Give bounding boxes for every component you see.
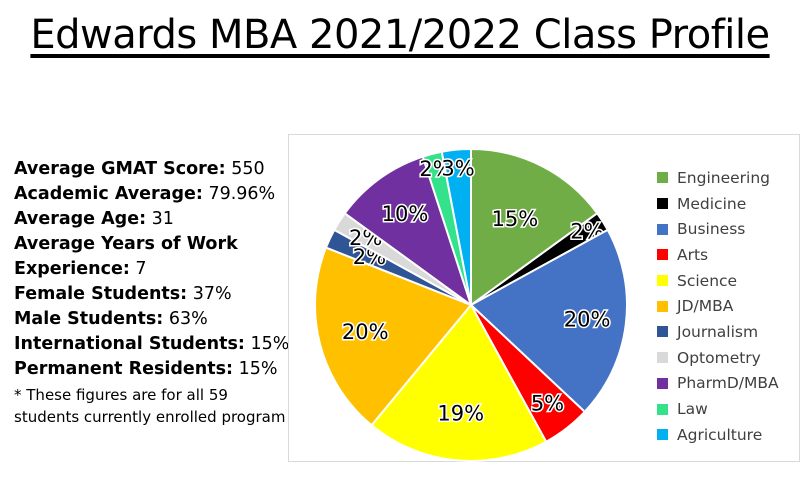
legend-item: Journalism [657,319,779,345]
legend-label: Agriculture [677,425,763,444]
pie-slice-jd-mba [314,246,473,427]
stat-academic-average: Academic Average: 79.96% [14,182,294,207]
pie-slice-business [469,228,628,414]
slice-label: 10% [382,202,429,226]
slice-label: 19% [437,402,484,426]
stat-gmat: Average GMAT Score: 550 [14,157,294,182]
legend-swatch [657,275,668,287]
stat-value: 37% [192,284,232,304]
legend-item: PharmD/MBA [657,371,779,397]
footnote: * These figures are for all 59 students … [14,386,286,426]
stat-label: Permanent Residents: [14,359,234,379]
stat-label: Average Years of Work Experience: [14,234,238,279]
slice-label: 5% [531,392,564,416]
legend-label: Medicine [677,194,747,213]
slice-label: 20% [564,308,611,332]
chart-legend: Engineering Medicine Business Arts Science JD… [657,165,779,448]
page-title: Edwards MBA 2021/2022 Class Profile [30,12,770,58]
legend-item: Law [657,396,779,422]
stat-international: International Students: 15% [14,332,294,357]
legend-label: Science [677,271,738,290]
legend-item: Arts [657,242,779,268]
legend-label: Law [677,400,708,419]
stat-value: 550 [231,159,265,179]
pie-slice-agriculture [440,147,472,306]
stat-label: International Students: [14,334,245,354]
legend-item: Engineering [657,165,779,191]
legend-label: PharmD/MBA [677,374,779,393]
stat-value: 15% [250,334,290,354]
legend-swatch [657,403,668,415]
slice-label: 15% [492,207,539,231]
legend-label: Journalism [677,322,759,341]
legend-swatch [657,300,668,312]
stat-value: 7 [135,259,147,279]
pie-slice-science [370,303,548,462]
stat-label: Average Age: [14,209,147,229]
stat-value: 79.96% [208,184,276,204]
slice-label: 20% [342,320,389,344]
class-stats: Average GMAT Score: 550 Academic Average… [14,157,294,428]
legend-item: Optometry [657,345,779,371]
legend-swatch [657,223,668,235]
legend-swatch [657,326,668,338]
slice-label: 3% [441,156,474,180]
stat-female: Female Students: 37% [14,282,294,307]
legend-item: Agriculture [657,422,779,448]
legend-swatch [657,172,668,184]
stat-label: Male Students: [14,309,164,329]
legend-label: Business [677,220,746,239]
legend-label: Arts [677,245,709,264]
legend-swatch [657,377,668,389]
pie-chart: 15%2%20%5%19%20%2%2%10%2%3% [314,147,628,462]
stat-label: Average GMAT Score: [14,159,226,179]
legend-swatch [657,352,668,364]
legend-label: JD/MBA [677,297,734,316]
legend-item: JD/MBA [657,293,779,319]
legend-item: Medicine [657,191,779,217]
stat-label: Female Students: [14,284,188,304]
legend-swatch [657,429,668,441]
stat-label: Academic Average: [14,184,203,204]
legend-swatch [657,249,668,261]
legend-swatch [657,198,668,210]
stat-value: 31 [151,209,174,229]
pie-slice-engineering [470,147,599,307]
legend-item: Business [657,216,779,242]
legend-label: Optometry [677,348,761,367]
legend-label: Engineering [677,168,770,187]
stat-male: Male Students: 63% [14,307,294,332]
stat-value: 15% [238,359,278,379]
stat-value: 63% [168,309,208,329]
stat-permanent-residents: Permanent Residents: 15% [14,357,294,382]
pie-chart-area: 15% 2% 20% 5% 19% 20% 2% 2% 10% 2% 3% Engineering M… [288,134,800,462]
legend-item: Science [657,268,779,294]
pie-slice-pharmd-mba [343,155,473,308]
stat-age: Average Age: 31 [14,207,294,232]
stat-work-experience: Average Years of Work Experience: 7 [14,232,294,282]
